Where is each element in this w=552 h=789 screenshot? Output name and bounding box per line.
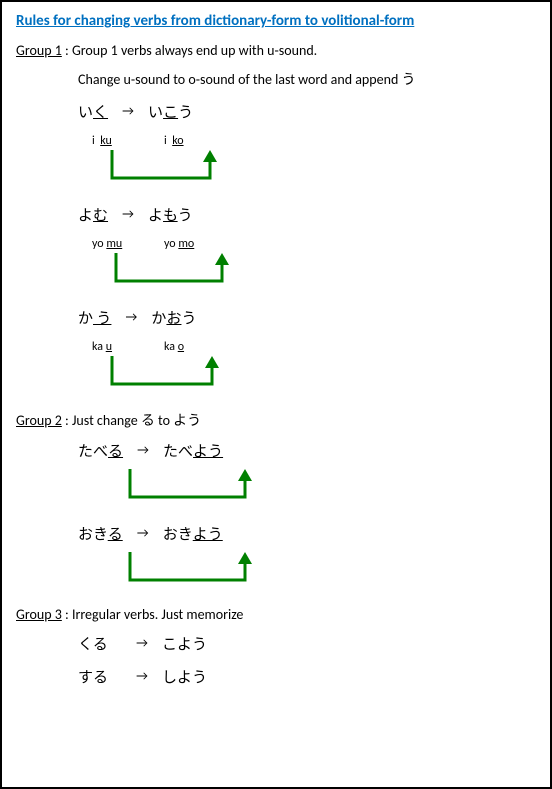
g1-ex2-line: か う → かおう xyxy=(78,307,536,328)
g2-ex0-from: たべる xyxy=(78,440,123,461)
group1-label: Group 1 xyxy=(16,42,62,59)
colon: : xyxy=(65,42,72,59)
g1-ex2-from: か う xyxy=(78,307,111,328)
g2-ex1-line: おきる → おきよう xyxy=(78,523,536,544)
g2-ex1-connector xyxy=(100,550,536,586)
arrow-icon: → xyxy=(108,207,148,222)
arrow-icon: → xyxy=(122,669,162,684)
g2-ex0-to: たべよう xyxy=(163,440,223,461)
arrow-icon: → xyxy=(123,526,163,541)
g2-ex1-from: おきる xyxy=(78,523,123,544)
group1-desc2: Change u-sound to o-sound of the last wo… xyxy=(78,69,536,89)
g1-ex1-line: よむ → よもう xyxy=(78,204,536,225)
g2-ex0-line: たべる → たべよう xyxy=(78,440,536,461)
page-title: Rules for changing verbs from dictionary… xyxy=(16,12,536,30)
page-container: Rules for changing verbs from dictionary… xyxy=(0,0,552,789)
g1-ex1-romaji: yo mu yo mo xyxy=(92,237,536,251)
g3-ex0-from: くる xyxy=(78,633,122,654)
g1-ex2-romaji: ka u ka o xyxy=(92,340,536,354)
arrow-icon: → xyxy=(111,310,151,325)
group1-heading: Group 1 : Group 1 verbs always end up wi… xyxy=(16,42,536,59)
g1-ex0-to: いこう xyxy=(148,101,193,122)
g1-ex1-from: よむ xyxy=(78,204,108,225)
g1-ex1-connector xyxy=(92,251,536,287)
g1-ex0-line: いく → いこう xyxy=(78,101,536,122)
g3-ex1-line: する → しよう xyxy=(78,666,536,687)
g3-ex0-line: くる → こよう xyxy=(78,633,536,654)
g1-ex2-connector xyxy=(92,354,536,390)
group3-heading: Group 3 : Irregular verbs. Just memorize xyxy=(16,606,536,623)
group1-desc1: Group 1 verbs always end up with u-sound… xyxy=(72,42,317,59)
g1-ex0-from: いく xyxy=(78,101,108,122)
group2-desc: Just change る to よう xyxy=(72,412,201,429)
g2-ex0-connector xyxy=(100,467,536,503)
g2-ex1-to: おきよう xyxy=(163,523,223,544)
g1-ex0-romaji: i ku i ko xyxy=(92,134,536,148)
g3-ex0-to: こよう xyxy=(162,633,207,654)
group2-label: Group 2 xyxy=(16,412,62,429)
g1-ex0-connector xyxy=(92,148,536,184)
g1-ex2-to: かおう xyxy=(151,307,196,328)
g1-ex1-to: よもう xyxy=(148,204,193,225)
g3-ex1-from: する xyxy=(78,666,122,687)
arrow-icon: → xyxy=(123,443,163,458)
group3-desc: Irregular verbs. Just memorize xyxy=(72,606,243,623)
arrow-icon: → xyxy=(108,104,148,119)
arrow-icon: → xyxy=(122,636,162,651)
g3-ex1-to: しよう xyxy=(162,666,207,687)
group3-label: Group 3 xyxy=(16,606,62,623)
group2-heading: Group 2 : Just change る to よう xyxy=(16,410,536,430)
